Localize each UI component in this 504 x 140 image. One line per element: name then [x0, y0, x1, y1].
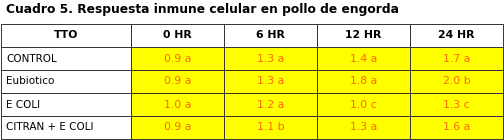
Text: 1.8 a: 1.8 a — [350, 76, 377, 87]
Text: 6 HR: 6 HR — [256, 31, 285, 40]
Bar — [224, 47, 317, 70]
Bar — [410, 93, 503, 116]
Text: 12 HR: 12 HR — [345, 31, 382, 40]
Bar — [131, 24, 224, 47]
Text: CONTROL: CONTROL — [6, 53, 57, 64]
Text: 1.1 b: 1.1 b — [257, 122, 284, 132]
Text: 1.6 a: 1.6 a — [443, 122, 470, 132]
Bar — [224, 70, 317, 93]
Text: Eubiotico: Eubiotico — [6, 76, 54, 87]
Bar — [1, 24, 131, 47]
Text: 0 HR: 0 HR — [163, 31, 192, 40]
Text: 1.4 a: 1.4 a — [350, 53, 377, 64]
Text: CITRAN + E COLI: CITRAN + E COLI — [6, 122, 94, 132]
Text: 1.3 c: 1.3 c — [443, 100, 470, 109]
Bar — [224, 116, 317, 139]
Text: 0.9 a: 0.9 a — [164, 76, 191, 87]
Text: E COLI: E COLI — [6, 100, 40, 109]
Text: TTO: TTO — [54, 31, 78, 40]
Bar — [317, 70, 410, 93]
Bar — [317, 47, 410, 70]
Bar — [410, 47, 503, 70]
Bar — [1, 116, 131, 139]
Bar — [1, 70, 131, 93]
Bar — [224, 93, 317, 116]
Bar — [131, 47, 224, 70]
Bar — [1, 47, 131, 70]
Text: 1.2 a: 1.2 a — [257, 100, 284, 109]
Bar — [224, 24, 317, 47]
Text: 2.0 b: 2.0 b — [443, 76, 470, 87]
Text: 1.0 a: 1.0 a — [164, 100, 191, 109]
Bar — [131, 70, 224, 93]
Bar — [131, 116, 224, 139]
Bar — [317, 116, 410, 139]
Text: 1.0 c: 1.0 c — [350, 100, 377, 109]
Bar — [410, 116, 503, 139]
Bar — [410, 70, 503, 93]
Text: 1.3 a: 1.3 a — [350, 122, 377, 132]
Text: 24 HR: 24 HR — [438, 31, 475, 40]
Text: 0.9 a: 0.9 a — [164, 122, 191, 132]
Bar — [1, 93, 131, 116]
Text: 1.7 a: 1.7 a — [443, 53, 470, 64]
Bar — [317, 93, 410, 116]
Text: 1.3 a: 1.3 a — [257, 53, 284, 64]
Text: 0.9 a: 0.9 a — [164, 53, 191, 64]
Bar — [317, 24, 410, 47]
Bar — [410, 24, 503, 47]
Text: Cuadro 5. Respuesta inmune celular en pollo de engorda: Cuadro 5. Respuesta inmune celular en po… — [6, 3, 399, 16]
Bar — [131, 93, 224, 116]
Text: 1.3 a: 1.3 a — [257, 76, 284, 87]
